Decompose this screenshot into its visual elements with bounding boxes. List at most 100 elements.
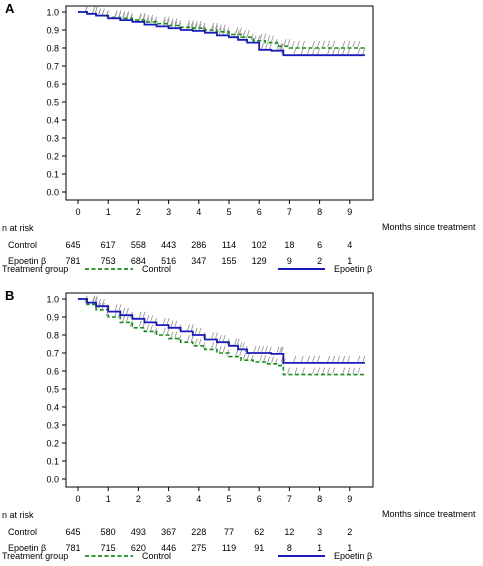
censor-mark [215,332,218,339]
censor-mark [294,367,298,374]
censor-mark [215,22,218,30]
censor-mark [357,40,361,48]
y-tick-label: 0.4 [46,116,59,126]
x-tick-label: 6 [257,207,262,217]
panel-b: B0.00.10.20.30.40.50.60.70.80.91.00 1 2 3 4 5… [2,288,476,561]
censor-mark [342,367,346,374]
risk-row-label: Epoetin β [8,256,46,266]
censor-mark [194,327,198,335]
y-tick-label: 0.5 [46,98,59,108]
risk-count: 62 [254,527,264,537]
y-tick-label: 0.6 [46,367,59,377]
censor-mark [215,342,218,349]
censor-mark [253,345,257,353]
censor-mark [332,48,336,55]
censor-mark [261,345,265,353]
censor-mark [280,43,284,50]
censor-mark [174,320,178,327]
censor-mark [271,35,274,42]
censor-mark [118,304,122,311]
y-tick-label: 0.9 [46,26,59,36]
risk-row-label: Control [8,240,37,250]
censor-mark [246,353,250,360]
censor-mark [268,346,272,354]
censor-mark [98,299,101,306]
censor-mark [307,48,310,55]
y-tick-label: 0.3 [46,134,59,144]
risk-count: 781 [65,256,80,266]
censor-mark [317,40,321,48]
censor-mark [170,320,174,327]
censor-mark [101,299,105,306]
censor-mark [234,338,238,345]
risk-header: n at risk [2,223,34,233]
censor-mark [218,335,222,342]
censor-mark [259,354,263,362]
censor-mark [271,356,274,363]
censor-mark [246,30,250,37]
x-tick-label: 3 [166,494,171,504]
risk-count: 228 [191,527,206,537]
censor-mark [211,332,215,339]
censor-mark [332,40,336,48]
censor-mark [142,311,146,318]
censor-mark [138,320,142,327]
censor-mark [357,355,361,363]
legend-epoetin-label: Epoetin β [334,551,372,561]
treatment-group-label: Treatment group [2,264,68,274]
censor-mark [138,12,142,20]
censor-mark [162,327,166,335]
risk-count: 781 [65,543,80,553]
y-tick-label: 0.2 [46,152,59,162]
censor-mark [322,367,326,374]
plot-frame [65,5,374,201]
panel-label: A [5,1,15,16]
y-tick-label: 0.3 [46,421,59,431]
censor-mark [302,367,305,374]
risk-count: 114 [222,240,236,250]
censor-mark [218,24,222,31]
y-tick-label: 0.1 [46,457,59,467]
censor-mark [352,40,356,48]
censor-mark [267,35,271,42]
censor-mark [332,367,336,374]
risk-count: 3 [317,527,322,537]
censor-mark [312,355,315,363]
x-tick-label: 6 [257,494,262,504]
risk-count: 446 [161,543,176,553]
x-tick-label: 1 [106,207,111,217]
censor-mark [342,40,346,48]
censor-mark [126,315,129,322]
censor-mark [178,335,182,342]
censor-mark [312,367,315,374]
risk-count: 4 [347,240,352,250]
risk-count: 2 [317,256,322,266]
censor-mark [162,16,166,23]
x-tick-label: 2 [136,207,141,217]
censor-mark [122,308,126,315]
censor-mark [170,18,174,25]
censor-mark [322,40,326,48]
censor-mark [317,367,321,374]
censor-mark [114,304,118,311]
censor-mark [126,308,129,315]
x-tick-label: 3 [166,207,171,217]
censor-mark [222,335,226,342]
censor-mark [239,342,243,349]
risk-count: 286 [191,240,206,250]
risk-count: 645 [65,527,80,537]
censor-mark [257,345,261,353]
censor-mark [280,346,284,354]
censor-mark [242,342,245,349]
epoetin-curve [78,298,365,364]
censor-mark [317,48,321,55]
censor-mark [190,22,194,30]
risk-count: 1 [347,256,352,266]
x-axis-label: Months since treatment [382,222,476,232]
y-tick-label: 0.7 [46,349,59,359]
censor-mark [92,6,96,13]
censor-mark [250,33,254,40]
censor-mark [162,19,166,26]
censor-mark [138,311,142,318]
censor-mark [174,331,178,338]
